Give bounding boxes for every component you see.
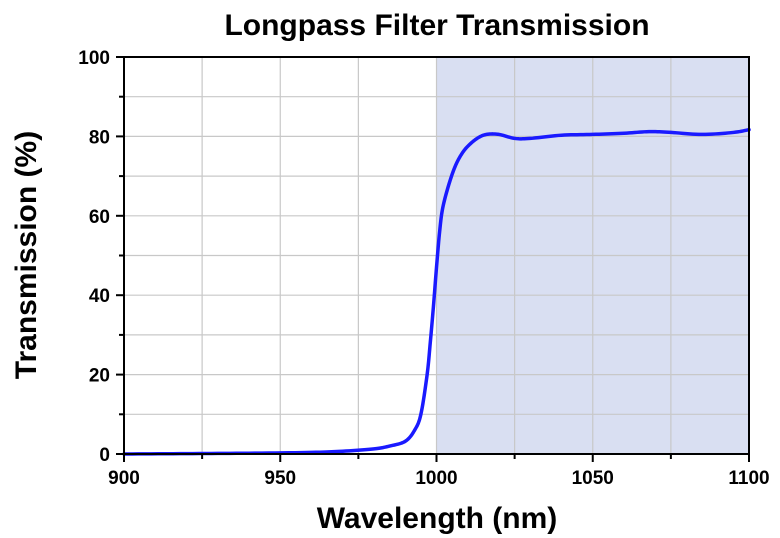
x-tick-label: 950 (264, 468, 296, 489)
transmission-curve (122, 127, 751, 456)
x-tick-label: 1100 (728, 468, 769, 489)
y-tick-label: 20 (89, 366, 110, 387)
x-tick-label: 1050 (572, 468, 614, 489)
tick-marks (116, 56, 750, 462)
y-tick-label: 80 (89, 127, 110, 148)
y-tick-label: 100 (78, 48, 110, 69)
x-axis-label: Wavelength (nm) (317, 502, 558, 535)
y-tick-label: 0 (99, 445, 110, 466)
x-tick-label: 900 (108, 468, 140, 489)
chart-title: Longpass Filter Transmission (224, 9, 649, 42)
x-tick-label: 1000 (415, 468, 457, 489)
tick-labels: 900 950 1000 1050 1100 0 20 40 60 80 100 (78, 48, 769, 489)
y-tick-label: 40 (89, 286, 110, 307)
y-axis-label: Transmission (%) (10, 131, 43, 379)
y-tick-label: 60 (89, 207, 110, 228)
